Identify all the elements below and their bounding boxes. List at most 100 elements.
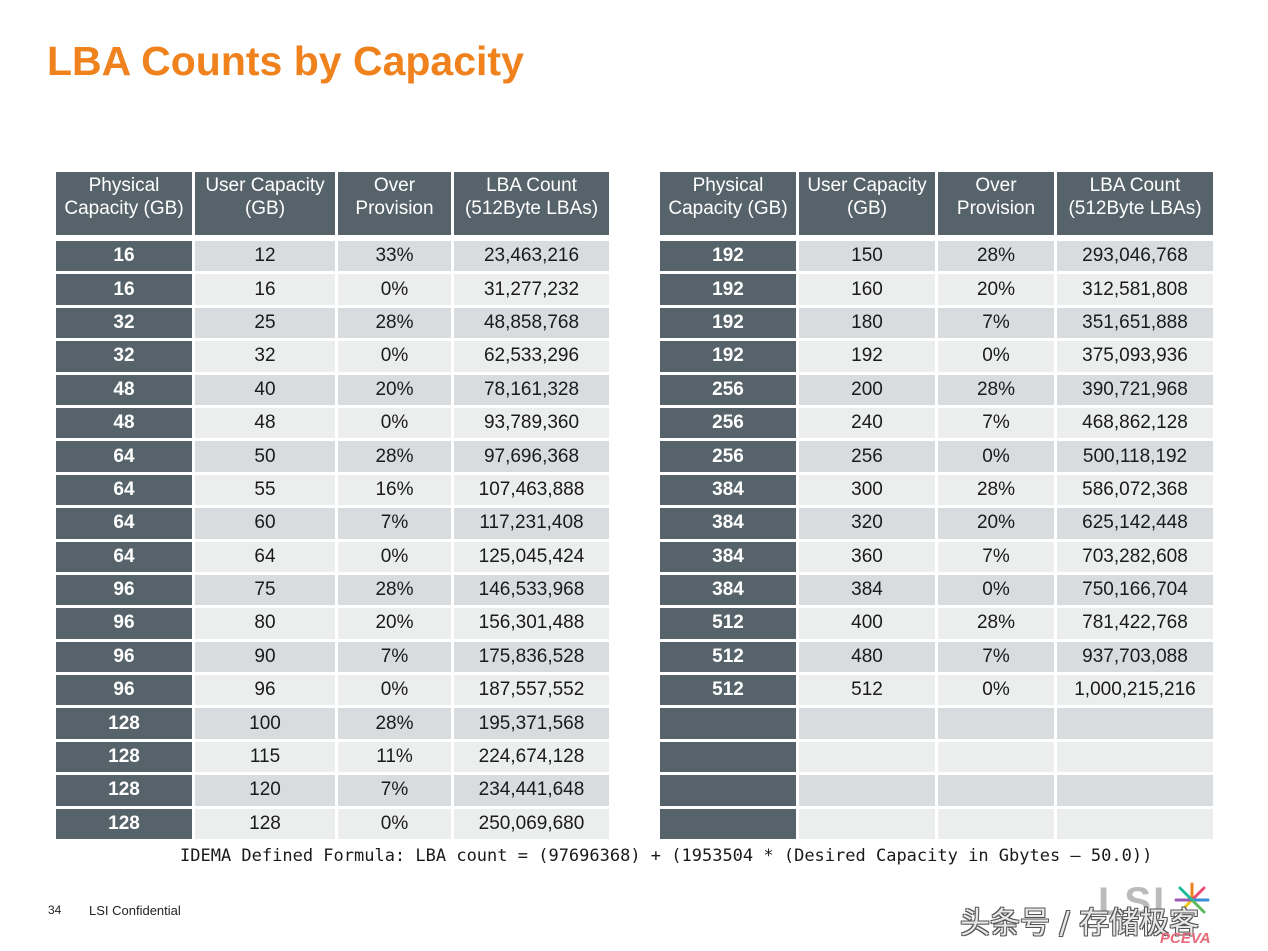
lba-count-cell: 937,703,088 bbox=[1057, 641, 1213, 673]
table-row: 96 90 7% 175,836,528 bbox=[56, 641, 609, 673]
table-row: 192 180 7% 351,651,888 bbox=[660, 307, 1213, 339]
lba-count-cell: 125,045,424 bbox=[454, 541, 609, 572]
user-capacity-cell: 48 bbox=[195, 407, 335, 439]
table-row: 256 256 0% 500,118,192 bbox=[660, 441, 1213, 472]
physical-capacity-cell: 128 bbox=[56, 775, 192, 806]
column-header-line: (GB) bbox=[244, 198, 286, 219]
column-header-line: Physical bbox=[88, 175, 160, 196]
lba-count-cell: 107,463,888 bbox=[454, 474, 609, 506]
user-capacity-cell: 16 bbox=[195, 274, 335, 305]
lba-count-cell: 234,441,648 bbox=[454, 775, 609, 806]
column-header: LBA Count (512Byte LBAs) bbox=[1057, 172, 1213, 235]
user-capacity-cell: 32 bbox=[195, 341, 335, 372]
column-header: User Capacity (GB) bbox=[195, 172, 335, 235]
lba-count-cell: 351,651,888 bbox=[1057, 307, 1213, 339]
over-provision-cell: 20% bbox=[338, 374, 451, 405]
physical-capacity-cell: 512 bbox=[660, 641, 796, 673]
physical-capacity-cell: 192 bbox=[660, 307, 796, 339]
column-header: Physical Capacity (GB) bbox=[56, 172, 192, 235]
column-header: User Capacity (GB) bbox=[799, 172, 935, 235]
physical-capacity-cell bbox=[660, 708, 796, 739]
confidential-label: LSI Confidential bbox=[89, 903, 181, 918]
over-provision-cell: 7% bbox=[338, 508, 451, 539]
over-provision-cell: 11% bbox=[338, 741, 451, 773]
user-capacity-cell: 240 bbox=[799, 407, 935, 439]
page-number: 34 bbox=[48, 903, 62, 917]
table-row: 192 160 20% 312,581,808 bbox=[660, 274, 1213, 305]
user-capacity-cell: 40 bbox=[195, 374, 335, 405]
user-capacity-cell: 360 bbox=[799, 541, 935, 572]
over-provision-cell: 7% bbox=[938, 307, 1054, 339]
physical-capacity-cell: 256 bbox=[660, 441, 796, 472]
lba-count-cell: 500,118,192 bbox=[1057, 441, 1213, 472]
user-capacity-cell: 256 bbox=[799, 441, 935, 472]
table-row: 192 150 28% 293,046,768 bbox=[660, 241, 1213, 272]
column-header-line: Over bbox=[373, 175, 416, 196]
table-header-row: Physical Capacity (GB) User Capacity (GB) Ov… bbox=[660, 172, 1213, 235]
user-capacity-cell: 96 bbox=[195, 675, 335, 706]
physical-capacity-cell bbox=[660, 741, 796, 773]
lba-count-cell bbox=[1057, 741, 1213, 773]
lba-count-cell: 97,696,368 bbox=[454, 441, 609, 472]
physical-capacity-cell: 16 bbox=[56, 241, 192, 272]
user-capacity-cell: 128 bbox=[195, 808, 335, 840]
lba-count-cell: 1,000,215,216 bbox=[1057, 675, 1213, 706]
table-row: 512 400 28% 781,422,768 bbox=[660, 608, 1213, 639]
table-row: 48 48 0% 93,789,360 bbox=[56, 407, 609, 439]
table-row: 96 96 0% 187,557,552 bbox=[56, 675, 609, 706]
physical-capacity-cell: 384 bbox=[660, 508, 796, 539]
lba-count-cell: 375,093,936 bbox=[1057, 341, 1213, 372]
over-provision-cell: 0% bbox=[338, 541, 451, 572]
lba-count-cell: 62,533,296 bbox=[454, 341, 609, 372]
user-capacity-cell bbox=[799, 808, 935, 840]
physical-capacity-cell: 384 bbox=[660, 474, 796, 506]
lba-count-cell: 293,046,768 bbox=[1057, 241, 1213, 272]
over-provision-cell: 0% bbox=[338, 675, 451, 706]
column-header-line: (GB) bbox=[846, 198, 888, 219]
user-capacity-cell: 400 bbox=[799, 608, 935, 639]
table-row: 16 12 33% 23,463,216 bbox=[56, 241, 609, 272]
lba-count-cell: 586,072,368 bbox=[1057, 474, 1213, 506]
lba-count-cell: 48,858,768 bbox=[454, 307, 609, 339]
lba-count-cell: 78,161,328 bbox=[454, 374, 609, 405]
over-provision-cell: 0% bbox=[938, 441, 1054, 472]
over-provision-cell: 28% bbox=[338, 307, 451, 339]
over-provision-cell: 7% bbox=[938, 541, 1054, 572]
physical-capacity-cell: 96 bbox=[56, 675, 192, 706]
physical-capacity-cell: 512 bbox=[660, 675, 796, 706]
table-row: 64 64 0% 125,045,424 bbox=[56, 541, 609, 572]
user-capacity-cell: 320 bbox=[799, 508, 935, 539]
over-provision-cell: 28% bbox=[938, 608, 1054, 639]
user-capacity-cell: 384 bbox=[799, 574, 935, 606]
watermark-site: PCEVA bbox=[1160, 930, 1211, 947]
physical-capacity-cell: 64 bbox=[56, 508, 192, 539]
lba-count-cell: 156,301,488 bbox=[454, 608, 609, 639]
column-header-line: Capacity (GB) bbox=[668, 198, 788, 219]
lba-count-cell: 93,789,360 bbox=[454, 407, 609, 439]
user-capacity-cell: 55 bbox=[195, 474, 335, 506]
table-row: 96 75 28% 146,533,968 bbox=[56, 574, 609, 606]
lba-count-cell: 23,463,216 bbox=[454, 241, 609, 272]
lba-count-cell: 146,533,968 bbox=[454, 574, 609, 606]
physical-capacity-cell bbox=[660, 808, 796, 840]
lsi-logo: LSI bbox=[1098, 880, 1167, 924]
user-capacity-cell bbox=[799, 708, 935, 739]
table-row: 48 40 20% 78,161,328 bbox=[56, 374, 609, 405]
table-row: 128 128 0% 250,069,680 bbox=[56, 808, 609, 840]
user-capacity-cell: 100 bbox=[195, 708, 335, 739]
user-capacity-cell: 480 bbox=[799, 641, 935, 673]
physical-capacity-cell: 384 bbox=[660, 541, 796, 572]
lba-table-left: Physical Capacity (GB) User Capacity (GB) Ov… bbox=[53, 169, 612, 842]
lba-count-cell bbox=[1057, 775, 1213, 806]
lba-count-cell bbox=[1057, 808, 1213, 840]
physical-capacity-cell: 96 bbox=[56, 574, 192, 606]
column-header: Over Provision bbox=[938, 172, 1054, 235]
physical-capacity-cell: 32 bbox=[56, 307, 192, 339]
column-header-line: (512Byte LBAs) bbox=[1068, 198, 1202, 219]
lba-count-cell: 250,069,680 bbox=[454, 808, 609, 840]
physical-capacity-cell: 128 bbox=[56, 708, 192, 739]
physical-capacity-cell: 384 bbox=[660, 574, 796, 606]
table-row: 96 80 20% 156,301,488 bbox=[56, 608, 609, 639]
over-provision-cell bbox=[938, 775, 1054, 806]
physical-capacity-cell: 192 bbox=[660, 274, 796, 305]
